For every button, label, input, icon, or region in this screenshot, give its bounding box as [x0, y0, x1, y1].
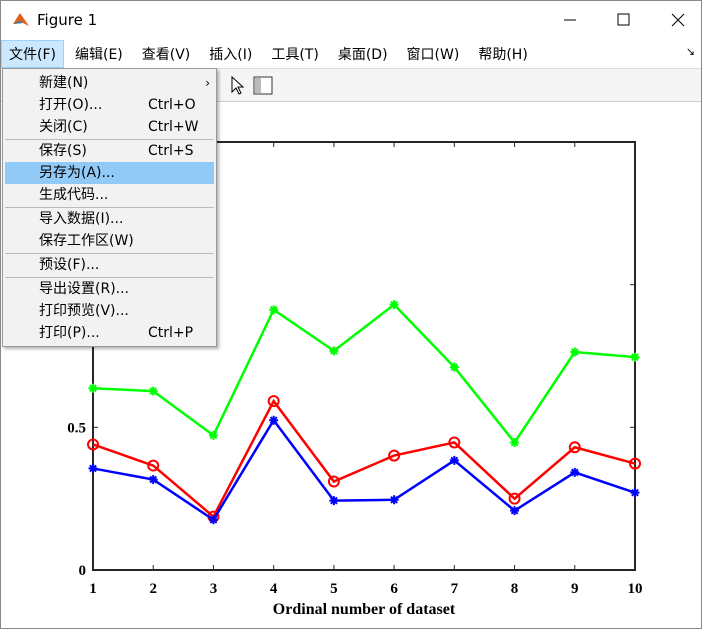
- marker: [208, 515, 218, 525]
- menu-entry-label: 保存(S): [39, 143, 87, 159]
- title-bar: Figure 1: [1, 1, 701, 39]
- menu-entry[interactable]: 预设(F)...: [5, 254, 214, 276]
- menu-separator: [5, 138, 214, 140]
- menu-entry-label: 新建(N): [39, 75, 89, 91]
- menu-item[interactable]: 窗口(W): [406, 46, 460, 63]
- marker: [327, 475, 340, 488]
- menu-separator: [5, 206, 214, 208]
- menu-entry[interactable]: 导出设置(R)...: [5, 278, 214, 300]
- marker: [448, 436, 461, 449]
- menu-item[interactable]: 工具(T): [271, 46, 319, 63]
- marker: [568, 441, 581, 454]
- menu-item[interactable]: 编辑(E): [74, 46, 123, 63]
- marker: [388, 449, 401, 462]
- menu-entry[interactable]: 打印(P)... Ctrl+P: [5, 322, 214, 344]
- menu-entry[interactable]: 打开(O)... Ctrl+O: [5, 94, 214, 116]
- menu-entry[interactable]: 导入数据(I)...: [5, 208, 214, 230]
- marker: [510, 506, 520, 516]
- data-line: [92, 417, 636, 522]
- menu-entry[interactable]: 新建(N) ›: [5, 72, 214, 94]
- marker: [570, 347, 580, 357]
- menu-entry-label: 打印(P)...: [39, 325, 100, 341]
- x-tick-label: 2: [149, 581, 157, 597]
- y-tick-label: 0.5: [67, 420, 86, 436]
- menu-item[interactable]: 帮助(H): [478, 46, 528, 63]
- marker: [87, 438, 99, 451]
- select-tool[interactable]: [231, 75, 245, 95]
- menu-bar: 文件(F) 编辑(E) 查看(V) 插入(I) 工具(T) 桌面(D) 窗口(W) 帮助(H): [1, 39, 701, 68]
- x-tick-label: 5: [330, 581, 338, 597]
- y-tick-label: 0: [79, 563, 87, 579]
- marker: [449, 362, 459, 372]
- x-tick-label: 1: [89, 581, 97, 597]
- marker: [510, 437, 520, 447]
- menu-item[interactable]: 查看(V): [141, 46, 191, 63]
- menu-entry-shortcut: Ctrl+O: [148, 97, 196, 113]
- menu-item[interactable]: 桌面(D): [337, 46, 388, 63]
- marker: [629, 457, 641, 470]
- marker: [449, 455, 459, 465]
- menu-entry-label: 生成代码...: [39, 187, 109, 203]
- menu-item[interactable]: 文件(F): [1, 39, 64, 68]
- menu-entry[interactable]: 生成代码...: [5, 184, 214, 206]
- marker: [147, 459, 160, 472]
- marker: [148, 386, 158, 396]
- x-tick-label: 6: [390, 581, 398, 597]
- x-tick-label: 9: [571, 581, 579, 597]
- menu-entry[interactable]: 保存(S) Ctrl+S: [5, 140, 214, 162]
- maximize[interactable]: [617, 13, 630, 26]
- app-icon: [13, 13, 29, 26]
- menu-separator: [5, 276, 214, 278]
- menu-item[interactable]: 插入(I): [209, 46, 253, 63]
- menu-entry[interactable]: 关闭(C) Ctrl+W: [5, 116, 214, 138]
- menu-entry-label: 保存工作区(W): [39, 233, 134, 249]
- data-line: [92, 302, 636, 445]
- menu-entry[interactable]: 打印预览(V)...: [5, 300, 214, 322]
- menu-entry-shortcut: Ctrl+W: [148, 119, 199, 135]
- menu-separator: [5, 252, 214, 254]
- marker: [389, 300, 399, 310]
- marker: [570, 467, 580, 477]
- menu-entry-label: 另存为(A)...: [39, 165, 115, 181]
- menu-entry[interactable]: 保存工作区(W): [5, 230, 214, 252]
- marker: [269, 415, 279, 425]
- x-tick-label: 10: [628, 581, 643, 597]
- window-controls[interactable]: [541, 1, 701, 39]
- menu-entry[interactable]: 另存为(A)...: [5, 162, 214, 184]
- x-tick-label: 7: [451, 581, 459, 597]
- marker: [208, 430, 218, 440]
- menu-entry-label: 预设(F)...: [39, 257, 100, 273]
- marker: [508, 492, 521, 505]
- menu-entry-shortcut: Ctrl+S: [148, 143, 194, 159]
- menu-entry-label: 打印预览(V)...: [39, 303, 129, 319]
- x-axis-label: Ordinal number of dataset: [273, 601, 456, 618]
- x-tick-label: 3: [210, 581, 218, 597]
- data-line: [92, 398, 636, 519]
- file-menu: 新建(N) › 打开(O)... Ctrl+O 关闭(C) Ctrl+W 保存(S) Ctrl…: [2, 68, 217, 347]
- submenu-arrow: ›: [205, 76, 210, 90]
- marker: [329, 346, 339, 356]
- menu-entry-label: 关闭(C): [39, 119, 88, 135]
- window-title: Figure 1: [37, 11, 98, 29]
- close[interactable]: [671, 13, 685, 27]
- x-tick-label: 4: [270, 581, 278, 597]
- marker: [389, 495, 399, 505]
- marker: [88, 383, 98, 393]
- menu-entry-label: 导入数据(I)...: [39, 211, 124, 227]
- menu-entry-shortcut: Ctrl+P: [148, 325, 194, 341]
- marker: [630, 352, 640, 362]
- toolbar-icons[interactable]: [227, 71, 287, 101]
- menu-entry-label: 打开(O)...: [39, 97, 103, 113]
- menu-expand[interactable]: ↘: [685, 45, 695, 58]
- marker: [329, 496, 339, 506]
- marker: [630, 488, 640, 498]
- marker: [148, 475, 158, 485]
- x-tick-label: 8: [511, 581, 519, 597]
- marker: [88, 463, 98, 473]
- menu-entry-label: 导出设置(R)...: [39, 281, 130, 297]
- marker: [269, 305, 279, 315]
- marker: [267, 395, 280, 408]
